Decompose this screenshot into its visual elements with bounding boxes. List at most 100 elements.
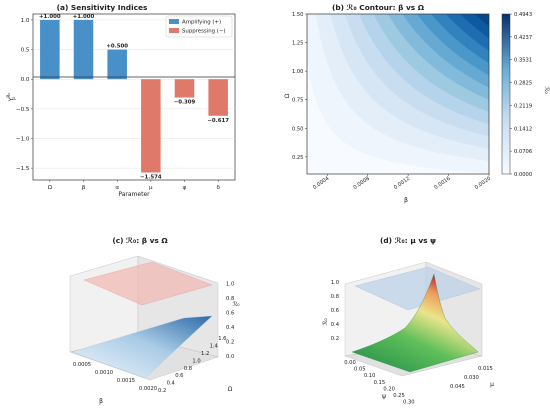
- panel-b-y-tick-label: 1.00: [292, 69, 304, 75]
- panel-b-colorbar-label: ℛ₀: [543, 86, 550, 94]
- bar-2: [107, 49, 127, 80]
- legend-entry-amplifying: Amplifying (+): [182, 20, 221, 26]
- panel-b-y-tick-label: 0.25: [292, 155, 304, 161]
- colorbar-tick-label: 0.3531: [514, 58, 532, 64]
- panel-d-x-tick-label: 0.00: [344, 360, 356, 366]
- legend-swatch-suppressing: [169, 28, 179, 33]
- panel-a-legend: Amplifying (+) Suppressing (−): [165, 15, 233, 38]
- colorbar-tick-label: 0.2825: [514, 81, 532, 87]
- bar-value-label: +1.000: [39, 14, 61, 20]
- panel-c-x-tick-label: 0.0010: [95, 370, 113, 376]
- panel-c-x-tick-label: 0.0015: [117, 378, 135, 384]
- panel-c-y-tick-label: 0.2: [158, 388, 166, 394]
- panel-c-y-axis-label: Ω: [228, 386, 233, 393]
- bar-1: [73, 19, 94, 80]
- panel-a-y-tick-label: 0.5: [21, 48, 30, 54]
- panel-b-y-axis-label: Ω: [284, 93, 291, 98]
- bar-value-label: +1.000: [73, 14, 95, 20]
- panel-d-y-tick-label: 0.030: [464, 375, 479, 381]
- panel-a-axes-frame: [32, 13, 236, 181]
- panel-a-y-tick-label: −1.0: [16, 137, 30, 143]
- panel-d-z-tick-label: 0.2: [331, 336, 339, 342]
- panel-c-x-tick-label: 0.0020: [139, 386, 157, 392]
- panel-a-y-tick-label: −1.5: [16, 166, 30, 172]
- panel-b-colorbar: [501, 13, 511, 175]
- panel-d-z-tick-label: 0.6: [331, 308, 339, 314]
- panel-b-x-tick-label: 0.0004: [312, 175, 331, 191]
- panel-d-x-tick-label: 0.25: [393, 393, 405, 399]
- panel-c-z-tick-label: 0.6: [226, 311, 234, 317]
- panel-c-y-tick-label: 1.6: [218, 336, 226, 342]
- panel-d-z-axis-label: ℛ₀: [322, 318, 329, 326]
- panel-a-legend-box: [165, 15, 233, 38]
- panel-a-y-label-sup: R₀: [6, 93, 12, 98]
- panel-d-y-ticks: 0.015 0.030 0.045: [450, 366, 493, 390]
- panel-b-title: (b) ℛ₀ Contour: β vs Ω: [332, 3, 425, 12]
- surface-chart-beta-omega: (c) ℛ₀: β vs Ω 0.00.20.40.60.81.0 0.0005…: [69, 236, 240, 405]
- panel-d-z-tick-label: 0.8: [331, 294, 339, 300]
- panel-a-x-tick-label: β: [82, 185, 86, 191]
- panel-b-y-ticks: 0.25 0.50 0.75 1.00 1.25 1.50: [292, 12, 307, 161]
- panel-c-y-ticks: 0.20.4 0.60.81.01.21.4 1.6: [158, 336, 226, 394]
- panel-a-x-tick-label: α: [115, 185, 119, 191]
- panel-c-surface: [71, 315, 213, 379]
- legend-entry-suppressing: Suppressing (−): [182, 29, 226, 35]
- panel-a-title: (a) Sensitivity Indices: [57, 3, 148, 12]
- panel-c-z-tick-label: 0.0: [226, 354, 234, 360]
- panel-a-y-tick-label: 0.0: [21, 77, 30, 83]
- panel-c-y-tick-label: 0.6: [175, 373, 183, 379]
- panel-d-y-tick-label: 0.015: [478, 366, 493, 372]
- panel-b-colorbar-ticks: 0.4943 0.4237 0.3531 0.2825 0.2119 0.1412 0.07…: [510, 12, 532, 178]
- panel-a-y-axis-label: ΥR₀p: [6, 93, 17, 103]
- sensitivity-bar-chart: (a) Sensitivity Indices 1.0 0.5 0.0 −0.5 −1.…: [6, 3, 236, 198]
- panel-d-x-tick-label: 0.30: [403, 400, 415, 406]
- panel-c-x-tick-label: 0.0005: [73, 362, 91, 368]
- panel-d-y-axis-label: μ: [490, 381, 494, 388]
- panel-c-x-axis-label: β: [99, 398, 103, 405]
- bar-value-label: −1.574: [140, 175, 162, 181]
- panel-a-bars: [40, 19, 228, 173]
- legend-swatch-amplifying: [169, 19, 179, 24]
- panel-b-x-tick-label: 0.0020: [474, 176, 492, 191]
- panel-d-threshold-plane: [354, 266, 481, 311]
- panel-a-y-label-main: Υ: [8, 97, 15, 102]
- panel-b-x-tick-label: 0.0016: [433, 176, 451, 191]
- panel-d-x-tick-label: 0.10: [364, 373, 376, 379]
- panel-b-x-ticks: 0.0004 0.0008 0.0012 0.0016 0.0020: [312, 174, 492, 191]
- panel-b-x-axis-label: β: [404, 197, 408, 204]
- panel-a-y-label-sub: p: [12, 97, 17, 100]
- colorbar-tick-label: 0.0706: [514, 149, 532, 155]
- bar-3: [141, 79, 161, 173]
- bar-5: [208, 79, 228, 116]
- panel-b-y-tick-label: 0.50: [292, 126, 304, 132]
- panel-c-z-tick-label: 0.2: [226, 340, 234, 346]
- colorbar-tick-label: 0.4237: [514, 35, 532, 41]
- panel-a-x-axis-label: Parameter: [118, 191, 150, 198]
- panel-d-x-tick-label: 0.15: [374, 380, 386, 386]
- svg-text:ΥR₀p: ΥR₀p: [6, 93, 17, 103]
- bar-4: [174, 79, 195, 98]
- colorbar-tick-label: 0.4943: [514, 12, 532, 18]
- panel-d-x-tick-label: 0.05: [354, 367, 366, 373]
- panel-c-y-tick-label: 0.8: [184, 366, 192, 372]
- panel-d-z-tick-label: 0.4: [331, 322, 340, 328]
- panel-a-x-tick-label: δ: [216, 185, 220, 191]
- panel-d-y-tick-label: 0.045: [450, 384, 465, 390]
- panel-a-y-tick-label: −0.5: [16, 107, 30, 113]
- panel-c-y-tick-label: 0.4: [167, 381, 176, 387]
- colorbar-tick-label: 0.1412: [514, 126, 532, 132]
- panel-b-y-tick-label: 1.50: [292, 12, 304, 18]
- bar-value-label: −0.309: [174, 100, 196, 106]
- panel-d-z-tick-label: 1.0: [331, 280, 339, 286]
- panel-a-y-ticks: 1.0 0.5 0.0 −0.5 −1.0 −1.5: [16, 18, 33, 172]
- panel-c-y-tick-label: 1.2: [201, 351, 209, 357]
- panel-b-y-tick-label: 0.75: [292, 98, 304, 104]
- colorbar-tick-label: 0.2119: [514, 103, 532, 109]
- panel-b-contour-bands: [307, 14, 489, 174]
- panel-a-value-labels: +1.000 +1.000 +0.500 −1.574 −0.309 −0.617: [39, 14, 229, 181]
- bar-value-label: +0.500: [106, 44, 128, 50]
- panel-b-y-tick-label: 1.25: [292, 41, 304, 47]
- bar-0: [40, 19, 60, 80]
- bar-value-label: −0.617: [207, 118, 229, 124]
